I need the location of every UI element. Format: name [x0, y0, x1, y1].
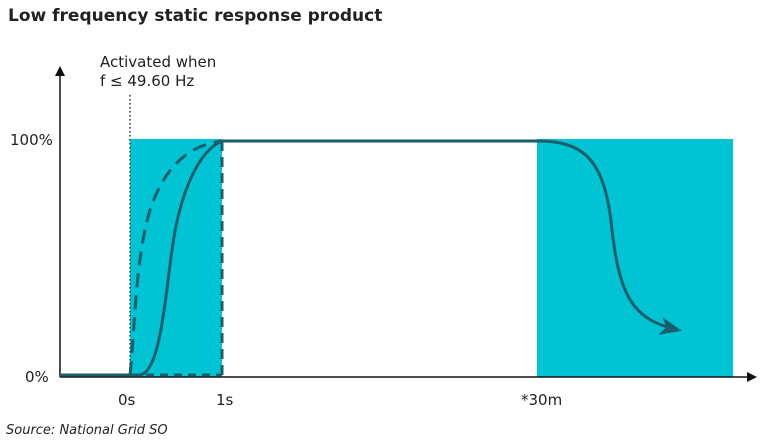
y-label: 100%	[10, 131, 53, 149]
sustained-response	[222, 139, 682, 335]
title: Low frequency static response product	[8, 6, 382, 26]
annotation: f ≤ 49.60 Hz	[100, 72, 194, 90]
x-label: 0s	[118, 391, 136, 409]
source: Source: National Grid SO	[6, 423, 168, 438]
x-label: 1s	[216, 391, 234, 409]
activation-area	[130, 139, 222, 377]
ramp-down-area	[537, 139, 733, 377]
response-lines	[60, 139, 682, 377]
x-label: *30m	[521, 391, 562, 409]
slow-response	[139, 139, 223, 377]
fast-response	[128, 139, 223, 376]
y-label: 0%	[25, 368, 49, 386]
annotation: Activated when	[100, 53, 216, 71]
